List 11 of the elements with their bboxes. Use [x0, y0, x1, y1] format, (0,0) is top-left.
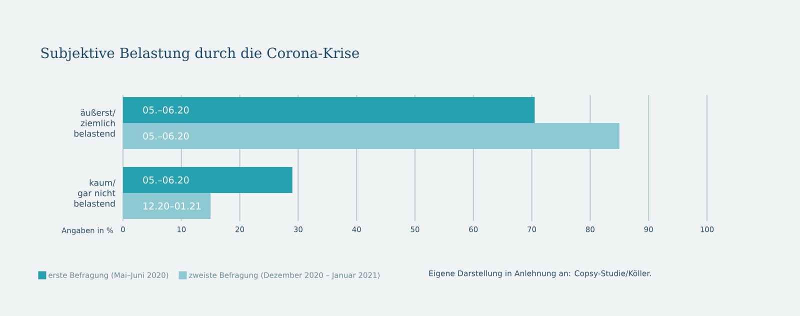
- chart-title: Subjektive Belastung durch die Corona-Krise: [41, 47, 359, 62]
- bar: [123, 167, 292, 193]
- data-label: 05.–06.20: [143, 106, 189, 114]
- y-tick-label: kaum/ gar nicht belastend: [74, 179, 116, 207]
- bar: [123, 193, 211, 219]
- bar: [123, 123, 620, 149]
- data-label: 05.–06.20: [143, 176, 189, 184]
- y-tick-label: äußerst/ ziemlich belastend: [74, 109, 116, 137]
- data-label: 05.–06.20: [143, 132, 189, 140]
- data-label: 12.20–01.21: [144, 202, 201, 210]
- bar: [123, 97, 535, 123]
